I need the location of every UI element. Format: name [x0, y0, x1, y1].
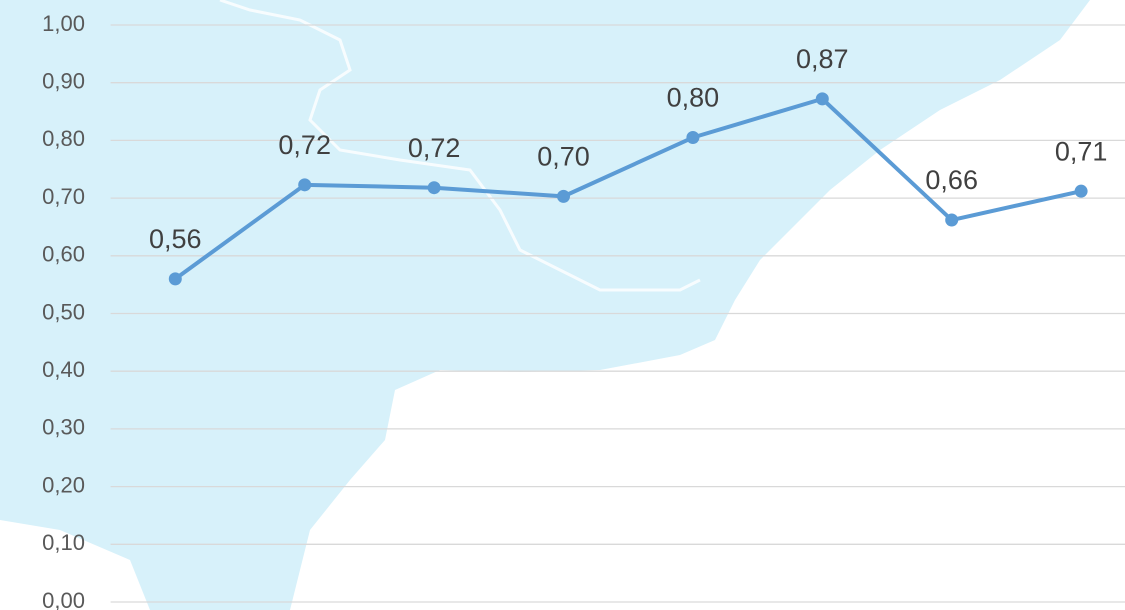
point	[557, 189, 570, 203]
y-tick-label: 1,00	[42, 11, 85, 36]
point	[945, 213, 959, 227]
line	[174, 96, 1082, 281]
y-tick-label: 0,80	[42, 126, 85, 151]
point	[298, 178, 312, 192]
point	[815, 92, 829, 106]
y-tick-label: 0,50	[42, 299, 85, 324]
data-label: 0,70	[537, 141, 590, 171]
y-tick-label: 0,10	[42, 530, 85, 555]
data-label: 0,80	[667, 83, 720, 113]
y-tick-label: 0,60	[42, 242, 85, 267]
y-tick-label: 0,40	[42, 357, 85, 382]
data-label: 0,72	[408, 133, 461, 163]
data-label: 0,66	[925, 165, 978, 195]
y-tick-label: 0,30	[42, 415, 85, 440]
data-label: 0,56	[149, 224, 202, 254]
background-map	[0, 0, 1090, 610]
data-label: 0,72	[278, 130, 331, 160]
point	[427, 181, 441, 195]
y-tick-label: 0,20	[42, 472, 85, 497]
map-border	[219, 0, 701, 292]
y-tick-label: 0,70	[42, 184, 85, 209]
data-label: 0,71	[1055, 136, 1108, 166]
y-tick-label: 0,90	[42, 69, 85, 94]
point	[686, 131, 700, 145]
y-tick-label: 0,00	[42, 588, 85, 610]
data-label: 0,87	[796, 44, 849, 74]
point	[168, 272, 182, 286]
map-land	[0, 0, 1090, 610]
point	[1074, 184, 1088, 198]
